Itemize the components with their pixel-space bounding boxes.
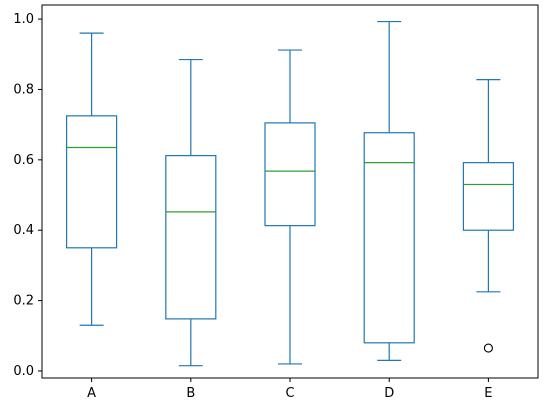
y-tick-label: 0.0: [13, 364, 34, 379]
y-tick-label: 0.4: [13, 223, 34, 238]
box-group-c: [264, 49, 316, 365]
box-group-e: [462, 78, 514, 353]
iqr-box: [462, 162, 514, 231]
x-tick-label: E: [484, 386, 492, 401]
box-group-d: [363, 20, 415, 362]
y-tick-label: 0.8: [13, 82, 34, 97]
y-tick-label: 0.2: [13, 294, 34, 309]
box-group-b: [165, 58, 217, 367]
x-tick-label: C: [285, 386, 294, 401]
y-tick-label: 1.0: [13, 12, 34, 27]
x-tick-label: A: [87, 386, 96, 401]
outlier-point: [483, 343, 493, 353]
y-axis: 0.0 0.2 0.4 0.6 0.8 1.0: [13, 12, 42, 379]
iqr-box: [363, 132, 415, 344]
iqr-box: [264, 122, 316, 227]
y-tick-label: 0.6: [13, 153, 34, 168]
x-tick-label: B: [186, 386, 195, 401]
plot-frame: [41, 4, 539, 379]
iqr-box: [165, 155, 217, 320]
iqr-box: [65, 115, 118, 249]
box-group-a: [65, 32, 118, 326]
x-tick-label: D: [384, 386, 394, 401]
boxes-layer: [65, 20, 514, 367]
x-axis: A B C D E: [87, 378, 493, 401]
